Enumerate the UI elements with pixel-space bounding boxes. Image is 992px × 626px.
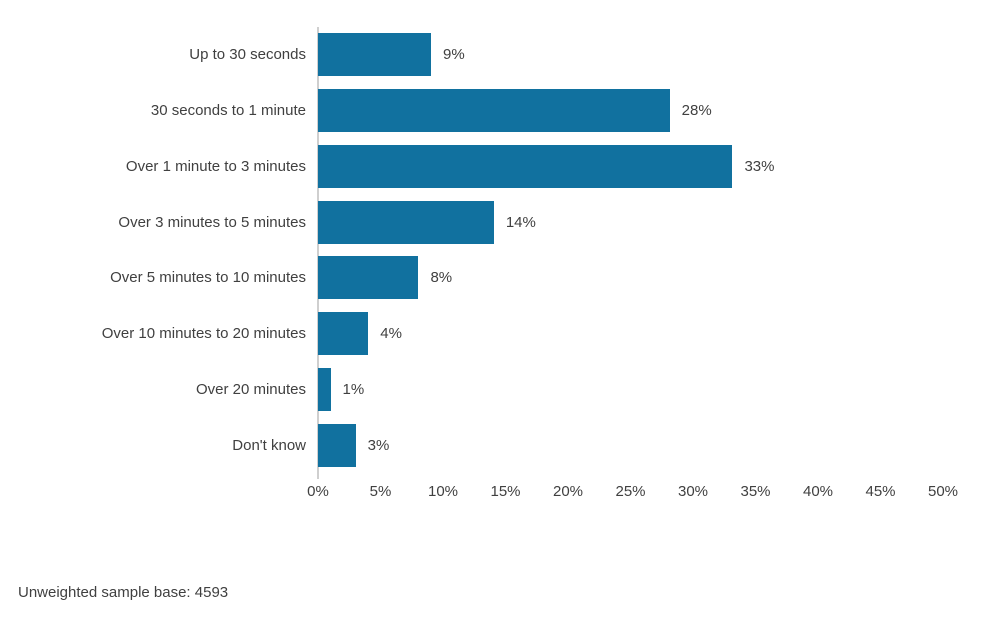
bar-track: 33% bbox=[318, 144, 946, 188]
x-tick-label: 20% bbox=[552, 483, 584, 500]
bar-row: Over 20 minutes 1% bbox=[0, 362, 946, 418]
value-label: 8% bbox=[430, 269, 453, 287]
x-tick-label: 40% bbox=[802, 483, 834, 500]
bar-track: 1% bbox=[318, 367, 946, 411]
x-tick-label: 35% bbox=[740, 483, 771, 500]
bar bbox=[318, 200, 494, 244]
bar-row: Over 1 minute to 3 minutes 33% bbox=[0, 139, 946, 195]
bar-row: Don't know 3% bbox=[0, 417, 946, 473]
x-tick-label: 10% bbox=[427, 483, 459, 500]
y-axis-line bbox=[317, 27, 319, 479]
x-tick-label: 30% bbox=[677, 483, 709, 500]
category-label: Over 1 minute to 3 minutes bbox=[125, 157, 306, 175]
bar-row: Up to 30 seconds 9% bbox=[0, 27, 946, 83]
bar bbox=[318, 312, 369, 356]
category-label: 30 seconds to 1 minute bbox=[150, 102, 306, 120]
value-label: 33% bbox=[744, 157, 775, 175]
bar-row: Over 5 minutes to 10 minutes 8% bbox=[0, 250, 946, 306]
bar bbox=[318, 256, 419, 300]
value-label: 1% bbox=[342, 380, 365, 398]
bar bbox=[318, 33, 432, 77]
category-label: Over 20 minutes bbox=[195, 380, 306, 398]
x-tick-label: 5% bbox=[369, 483, 392, 500]
bar-row: 30 seconds to 1 minute 28% bbox=[0, 83, 946, 139]
bar-track: 9% bbox=[318, 33, 946, 77]
category-label: Up to 30 seconds bbox=[189, 46, 306, 64]
x-tick-label: 45% bbox=[865, 483, 896, 500]
bar-track: 14% bbox=[318, 200, 946, 244]
sample-base-note: Unweighted sample base: 4593 bbox=[18, 584, 229, 601]
bar-row: Over 10 minutes to 20 minutes 4% bbox=[0, 306, 946, 362]
bar bbox=[318, 144, 733, 188]
bar bbox=[318, 89, 670, 133]
value-label: 14% bbox=[505, 213, 536, 231]
x-tick-label: 15% bbox=[490, 483, 521, 500]
bar-row: Over 3 minutes to 5 minutes 14% bbox=[0, 194, 946, 250]
bar-track: 4% bbox=[318, 312, 946, 356]
x-tick-label: 50% bbox=[927, 483, 959, 500]
bar bbox=[318, 423, 356, 467]
x-tick-label: 25% bbox=[615, 483, 646, 500]
bar-track: 8% bbox=[318, 256, 946, 300]
bar-track: 3% bbox=[318, 423, 946, 467]
bar-track: 28% bbox=[318, 89, 946, 133]
bar bbox=[318, 367, 331, 411]
value-label: 4% bbox=[380, 325, 402, 343]
value-label: 3% bbox=[367, 436, 390, 454]
category-label: Over 3 minutes to 5 minutes bbox=[118, 213, 306, 231]
category-label: Over 10 minutes to 20 minutes bbox=[101, 325, 306, 343]
x-axis: 0% 5% 10% 15% 20% 25% 30% 35% 40% 45% 50… bbox=[307, 483, 958, 503]
x-tick-label: 0% bbox=[307, 483, 329, 500]
category-label: Over 5 minutes to 10 minutes bbox=[110, 269, 306, 287]
bar-rows: Up to 30 seconds 9% 30 seconds to 1 minu… bbox=[0, 27, 946, 473]
value-label: 9% bbox=[443, 46, 465, 64]
value-label: 28% bbox=[681, 102, 712, 120]
category-label: Don't know bbox=[232, 436, 306, 454]
